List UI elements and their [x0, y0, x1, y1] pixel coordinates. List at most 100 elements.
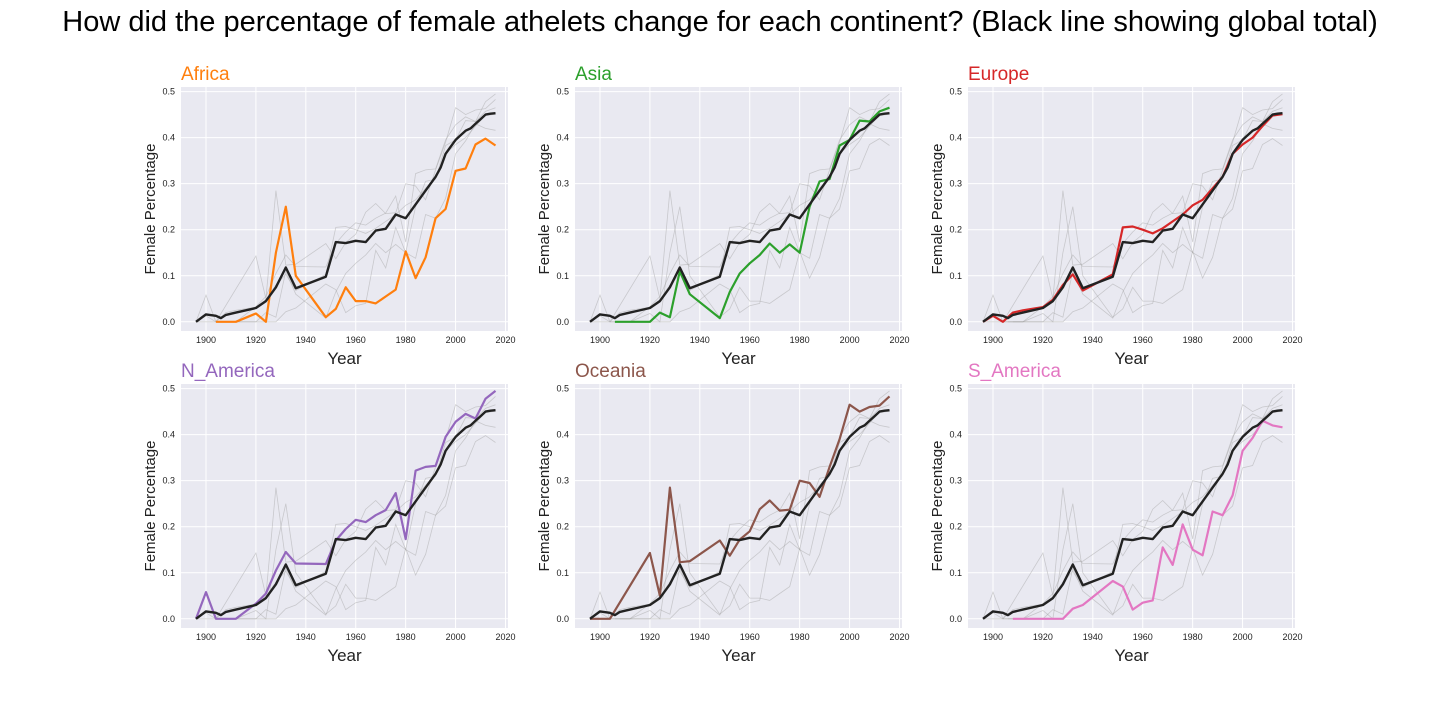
panel-title: Oceania	[575, 361, 646, 382]
x-tick-label: 2000	[1233, 632, 1253, 642]
background-series-line	[215, 435, 496, 620]
y-tick-label: 0.3	[162, 476, 175, 486]
y-tick-label: 0.5	[949, 87, 962, 97]
y-axis-label: Female Percentage	[929, 144, 946, 275]
y-tick-label: 0.1	[949, 271, 962, 281]
y-tick-label: 0.0	[556, 614, 569, 624]
x-axis-label: Year	[721, 646, 756, 665]
x-tick-label: 2020	[495, 632, 515, 642]
x-tick-label: 1920	[246, 632, 266, 642]
y-tick-label: 0.5	[162, 384, 175, 394]
y-tick-label: 0.0	[949, 317, 962, 327]
background-series-line	[982, 410, 1283, 620]
background-series-line	[589, 410, 890, 620]
background-series-line	[196, 396, 496, 620]
plot-area	[181, 384, 508, 628]
x-tick-label: 1900	[590, 335, 610, 345]
x-axis-label: Year	[1114, 646, 1149, 665]
x-tick-label: 1920	[1033, 632, 1053, 642]
x-tick-label: 2020	[889, 335, 909, 345]
global-total-line	[982, 409, 1283, 620]
y-axis-label: Female Percentage	[536, 144, 553, 275]
y-tick-label: 0.2	[949, 522, 962, 532]
background-series-line	[195, 410, 496, 620]
x-tick-label: 2020	[889, 632, 909, 642]
x-tick-label: 2020	[495, 335, 515, 345]
x-tick-label: 1960	[346, 632, 366, 642]
x-tick-label: 1960	[740, 632, 760, 642]
background-series-line	[1012, 123, 1283, 323]
y-tick-label: 0.0	[162, 317, 175, 327]
x-axis-label: Year	[327, 646, 362, 665]
x-tick-label: 1920	[640, 632, 660, 642]
y-tick-label: 0.5	[162, 87, 175, 97]
y-tick-label: 0.0	[556, 317, 569, 327]
background-series-line	[983, 99, 1283, 323]
global-total-line	[195, 112, 496, 323]
plot-area	[968, 87, 1295, 331]
y-tick-label: 0.3	[949, 179, 962, 189]
background-series-line	[225, 420, 496, 620]
x-tick-label: 2020	[1282, 632, 1302, 642]
panel-title: Europe	[968, 64, 1029, 85]
x-tick-label: 1900	[590, 632, 610, 642]
background-series-line	[609, 138, 890, 323]
x-tick-label: 1960	[1133, 335, 1153, 345]
x-tick-label: 1980	[396, 632, 416, 642]
background-series-line	[982, 93, 1283, 323]
x-tick-label: 1900	[983, 632, 1003, 642]
figure-title: How did the percentage of female athelet…	[62, 6, 1378, 38]
y-tick-label: 0.4	[949, 133, 962, 143]
x-tick-label: 1980	[1183, 335, 1203, 345]
y-tick-label: 0.5	[949, 384, 962, 394]
x-tick-label: 2020	[1282, 335, 1302, 345]
x-axis-label: Year	[721, 349, 756, 368]
y-tick-label: 0.4	[556, 133, 569, 143]
background-series-line	[195, 93, 496, 323]
y-tick-label: 0.4	[162, 430, 175, 440]
panel-n-america: 1900 1920 1940 1960 1980 2000 2020 0.0 0.1 0.2 0.3…	[142, 361, 516, 665]
panel-africa: 1900 1920 1940 1960 1980 2000 2020 0.0 0.1 0.2 0.3…	[142, 64, 516, 368]
background-series-line	[1002, 138, 1283, 323]
panel-title: S_America	[968, 361, 1061, 382]
panel-title: N_America	[181, 361, 275, 382]
x-tick-label: 1920	[640, 335, 660, 345]
y-tick-label: 0.1	[162, 568, 175, 578]
x-tick-label: 1900	[196, 335, 216, 345]
x-tick-label: 2000	[446, 335, 466, 345]
panel-s-america: 1900 1920 1940 1960 1980 2000 2020 0.0 0.1 0.2 0.3…	[929, 361, 1303, 665]
y-tick-label: 0.3	[162, 179, 175, 189]
y-tick-label: 0.5	[556, 87, 569, 97]
background-series-line	[982, 390, 1283, 620]
y-axis-label: Female Percentage	[536, 441, 553, 572]
series-line-oceania	[590, 395, 891, 620]
x-tick-label: 1960	[740, 335, 760, 345]
background-series-line	[590, 99, 890, 323]
x-tick-label: 1980	[790, 632, 810, 642]
y-tick-label: 0.2	[556, 522, 569, 532]
y-tick-label: 0.1	[162, 271, 175, 281]
background-series-line	[589, 113, 890, 323]
y-tick-label: 0.2	[162, 225, 175, 235]
x-tick-label: 1940	[690, 632, 710, 642]
global-total-line	[589, 112, 890, 323]
x-axis-label: Year	[1114, 349, 1149, 368]
background-series-line	[983, 396, 1283, 620]
global-total-line	[589, 409, 890, 620]
plot-area	[575, 87, 902, 331]
plot-area	[968, 384, 1295, 628]
y-tick-label: 0.2	[162, 522, 175, 532]
x-tick-label: 1940	[1083, 632, 1103, 642]
x-tick-label: 2000	[446, 632, 466, 642]
x-tick-label: 1960	[1133, 632, 1153, 642]
y-tick-label: 0.4	[556, 430, 569, 440]
y-axis-label: Female Percentage	[142, 144, 159, 275]
y-axis-label: Female Percentage	[929, 441, 946, 572]
x-tick-label: 1980	[790, 335, 810, 345]
y-tick-label: 0.2	[556, 225, 569, 235]
y-tick-label: 0.3	[556, 476, 569, 486]
background-series-line	[195, 113, 496, 323]
panel-title: Asia	[575, 64, 612, 85]
x-tick-label: 1940	[296, 632, 316, 642]
